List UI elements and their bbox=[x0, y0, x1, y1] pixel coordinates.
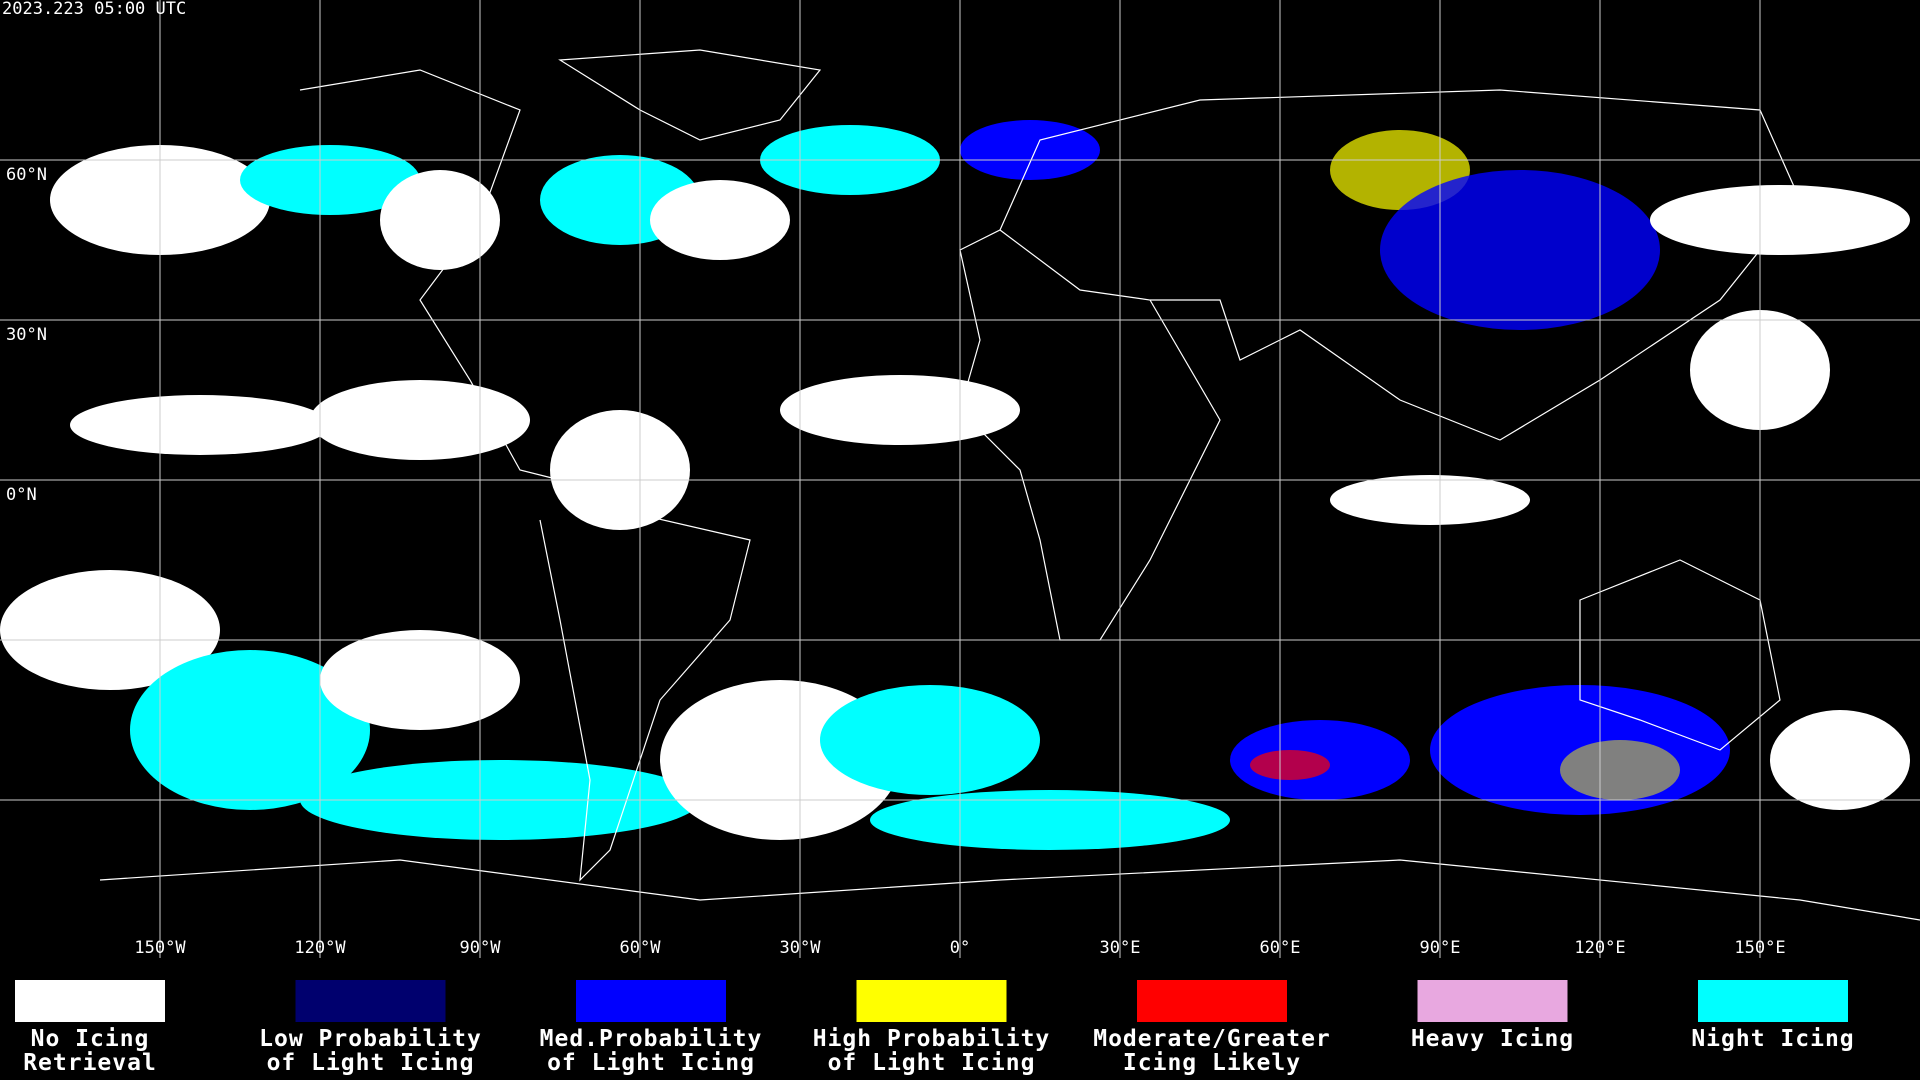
coastline bbox=[999, 89, 1801, 441]
legend-swatch bbox=[295, 980, 446, 1022]
longitude-label: 90°E bbox=[1420, 938, 1461, 958]
legend-swatch bbox=[1137, 980, 1287, 1022]
cloud bbox=[550, 410, 690, 530]
cloud bbox=[380, 170, 500, 270]
longitude-label: 30°W bbox=[780, 938, 822, 958]
legend-label: of Light Icing bbox=[547, 1050, 755, 1076]
legend-label: Low Probability bbox=[259, 1026, 482, 1052]
cloud bbox=[1770, 710, 1910, 810]
latitude-label: 0°N bbox=[6, 485, 37, 505]
cloud bbox=[0, 570, 220, 690]
cloud bbox=[1650, 185, 1910, 255]
cloud bbox=[1560, 740, 1680, 800]
longitude-label: 60°E bbox=[1260, 938, 1301, 958]
legend-label: High Probability bbox=[813, 1026, 1051, 1052]
cloud bbox=[650, 180, 790, 260]
cloud bbox=[70, 395, 330, 455]
cloud bbox=[960, 120, 1100, 180]
cloud bbox=[1250, 750, 1330, 780]
longitude-label: 120°E bbox=[1574, 938, 1625, 958]
latitude-label: 30°N bbox=[6, 325, 47, 345]
legend-swatch bbox=[1698, 980, 1848, 1022]
coastline bbox=[299, 69, 751, 882]
legend-label: Moderate/Greater bbox=[1093, 1026, 1331, 1052]
legend-label: of Light Icing bbox=[267, 1050, 475, 1076]
graticule: 60°N 30°N 0°N 150°W 120°W 90°W 60°W 30°W 0° 30°E 6… bbox=[0, 0, 1920, 958]
longitude-label: 30°E bbox=[1100, 938, 1141, 958]
cloud bbox=[870, 790, 1230, 850]
legend-label: Night Icing bbox=[1691, 1026, 1854, 1052]
cloud bbox=[820, 685, 1040, 795]
timestamp: 2023.223 05:00 UTC bbox=[2, 0, 186, 19]
cloud bbox=[1380, 170, 1660, 330]
cloud bbox=[310, 380, 530, 460]
longitude-label: 150°E bbox=[1734, 938, 1785, 958]
legend-swatch bbox=[1417, 980, 1568, 1022]
legend-label: No Icing bbox=[31, 1026, 150, 1052]
cloud bbox=[1330, 475, 1530, 525]
cloud bbox=[320, 630, 520, 730]
legend-label: Retrieval bbox=[23, 1050, 157, 1076]
longitude-label: 150°W bbox=[134, 938, 186, 958]
cloud bbox=[130, 650, 370, 810]
legend-swatch bbox=[856, 980, 1007, 1022]
coastline bbox=[99, 859, 1920, 921]
coastline bbox=[1579, 559, 1781, 751]
legend-label: Med.Probability bbox=[540, 1026, 763, 1052]
longitude-label: 90°W bbox=[460, 938, 502, 958]
legend-label: of Light Icing bbox=[828, 1050, 1036, 1076]
latitude-label: 60°N bbox=[6, 165, 47, 185]
legend-swatch bbox=[15, 980, 165, 1022]
cloud bbox=[240, 145, 420, 215]
legend-swatch bbox=[576, 980, 726, 1022]
longitude-label: 60°W bbox=[620, 938, 662, 958]
longitude-label: 120°W bbox=[294, 938, 346, 958]
legend-label: Icing Likely bbox=[1123, 1050, 1301, 1076]
longitude-label: 0° bbox=[950, 938, 970, 958]
legend-label: Heavy Icing bbox=[1411, 1026, 1574, 1052]
